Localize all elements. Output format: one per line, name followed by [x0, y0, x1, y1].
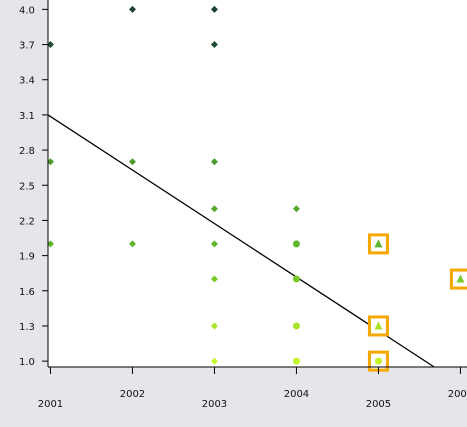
data-point [210, 240, 218, 248]
data-point [210, 357, 218, 365]
y-axis-ticks: 1.0 1.3 1.6 1.9 2.2 2.5 2.8 3.1 3.4 3.7 4.0 [19, 5, 48, 368]
axes [47, 0, 467, 368]
data-point [292, 275, 300, 283]
data-point [374, 239, 383, 248]
data-point [374, 357, 382, 365]
data-point [210, 205, 218, 213]
data-point [46, 158, 54, 166]
y-tick-label: 2.2 [19, 216, 35, 227]
y-tick-label: 2.8 [19, 146, 35, 157]
y-tick-label: 1.9 [19, 252, 35, 263]
y-tick-label: 3.1 [19, 111, 35, 122]
data-point [210, 41, 218, 49]
data-point [292, 205, 300, 213]
x-tick-label: 2006 [448, 389, 467, 400]
data-point [292, 357, 300, 365]
data-point [210, 275, 218, 283]
x-tick-label: 2001 [38, 399, 63, 410]
data-point [128, 158, 136, 166]
x-tick-label: 2003 [202, 399, 227, 410]
data-point [210, 158, 218, 166]
y-tick-label: 1.6 [19, 287, 35, 298]
y-tick-label: 2.5 [19, 181, 35, 192]
y-tick-label: 3.7 [19, 41, 35, 52]
data-points [46, 5, 467, 372]
data-point [128, 5, 136, 13]
data-point [46, 240, 54, 248]
y-tick-label: 1.0 [19, 357, 35, 368]
y-tick-label: 1.3 [19, 322, 35, 333]
data-point [292, 322, 300, 330]
x-tick-label: 2002 [120, 389, 145, 400]
data-point [292, 240, 300, 248]
x-tick-label: 2005 [366, 399, 391, 410]
data-point [374, 321, 383, 330]
data-point [210, 5, 218, 13]
data-point [46, 41, 54, 49]
x-axis-ticks: 2001 2002 2003 2004 2005 2006 [38, 367, 467, 410]
data-point [456, 274, 465, 283]
plot-area [48, 0, 467, 367]
y-tick-label: 4.0 [19, 5, 35, 16]
y-tick-label: 3.4 [19, 76, 35, 87]
data-point [210, 322, 218, 330]
data-point [128, 240, 136, 248]
x-tick-label: 2004 [284, 389, 309, 400]
